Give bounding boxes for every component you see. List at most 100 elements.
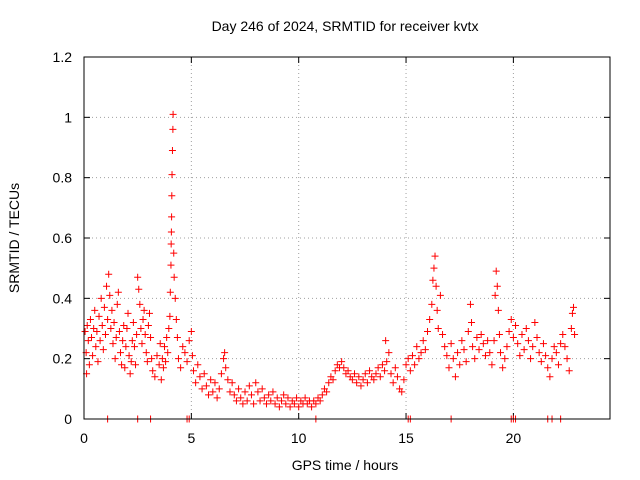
data-point <box>537 358 545 366</box>
data-point <box>411 361 419 369</box>
data-point <box>344 367 352 375</box>
data-point <box>554 361 562 369</box>
data-point <box>522 325 530 332</box>
data-point <box>98 321 106 329</box>
data-point <box>92 343 100 351</box>
data-point <box>96 337 104 345</box>
data-point <box>112 334 120 342</box>
x-tick-label: 10 <box>291 430 307 446</box>
data-point <box>125 352 133 360</box>
data-point <box>374 364 382 372</box>
data-point <box>475 346 483 354</box>
data-point <box>372 370 380 378</box>
data-point <box>235 385 243 393</box>
data-point <box>155 361 163 369</box>
data-point <box>243 397 251 405</box>
y-tick-label: 0.2 <box>53 351 73 367</box>
data-point <box>415 355 423 363</box>
data-point <box>295 403 303 411</box>
data-point <box>265 391 273 399</box>
axis-ticks <box>83 56 610 420</box>
data-point <box>168 192 176 200</box>
data-point <box>413 343 421 351</box>
data-point <box>237 394 245 402</box>
data-point <box>101 331 109 339</box>
data-point <box>245 382 253 390</box>
data-point <box>165 325 173 332</box>
data-point <box>141 331 149 339</box>
data-point <box>385 349 393 357</box>
data-point <box>254 388 262 396</box>
data-point <box>542 352 550 360</box>
data-point <box>544 364 552 372</box>
data-point <box>278 397 286 405</box>
data-point <box>122 343 130 351</box>
data-point <box>140 306 148 314</box>
data-point <box>202 382 210 390</box>
data-point <box>213 394 221 402</box>
data-point <box>93 328 101 336</box>
data-point <box>158 355 166 363</box>
data-point <box>490 337 498 345</box>
data-point <box>167 228 175 236</box>
data-point <box>149 367 157 375</box>
data-point <box>338 358 346 366</box>
data-point <box>116 349 124 357</box>
data-point <box>366 367 374 375</box>
data-point <box>81 328 89 336</box>
data-point <box>383 358 391 366</box>
data-point <box>113 300 121 308</box>
data-point <box>443 352 451 360</box>
data-point <box>491 291 499 299</box>
data-point <box>473 334 481 342</box>
data-point <box>110 318 118 326</box>
data-points <box>81 110 579 423</box>
grid-lines <box>84 57 610 419</box>
data-point <box>196 373 204 381</box>
data-point <box>198 385 206 393</box>
data-point <box>378 361 386 369</box>
data-point <box>382 337 390 345</box>
data-point <box>404 355 412 363</box>
data-point <box>340 364 348 372</box>
data-point <box>94 358 102 366</box>
data-point <box>456 361 464 369</box>
data-point <box>161 343 169 351</box>
data-point <box>128 337 136 345</box>
data-point <box>119 337 127 345</box>
data-point <box>520 346 528 354</box>
data-point <box>524 337 532 345</box>
data-point <box>111 355 119 363</box>
data-point <box>495 331 503 339</box>
data-point <box>351 370 359 378</box>
data-point <box>241 388 249 396</box>
data-point <box>168 171 176 179</box>
data-point <box>571 331 579 339</box>
data-point <box>376 373 384 381</box>
data-point <box>95 312 103 320</box>
data-point <box>363 379 371 387</box>
data-point <box>406 367 414 375</box>
data-point <box>466 300 474 308</box>
data-point <box>286 403 294 411</box>
data-point <box>462 358 470 366</box>
data-point <box>548 355 556 363</box>
data-point <box>144 321 152 329</box>
data-point <box>529 343 537 351</box>
data-point <box>469 343 477 351</box>
data-point <box>109 340 117 348</box>
data-point <box>308 403 316 411</box>
data-point <box>163 334 171 342</box>
data-point <box>138 340 146 348</box>
data-point <box>224 376 232 384</box>
data-point <box>436 291 444 299</box>
data-point <box>130 343 138 351</box>
data-point <box>157 376 165 384</box>
data-point <box>97 294 105 302</box>
data-point <box>114 288 122 296</box>
data-point <box>247 391 255 399</box>
data-point <box>187 328 195 336</box>
data-point <box>516 352 524 360</box>
data-point <box>492 267 500 275</box>
